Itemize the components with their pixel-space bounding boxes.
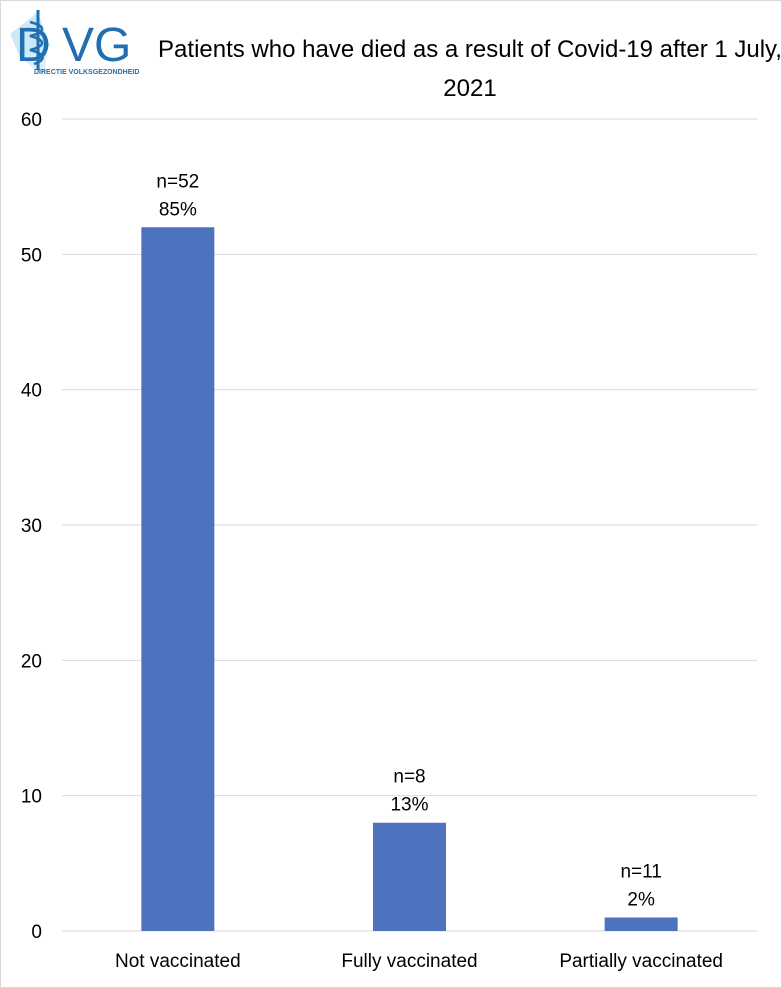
y-tick-label: 0 [31,922,42,943]
x-category-label: Not vaccinated [115,951,241,972]
x-category-label: Fully vaccinated [341,951,477,972]
bar-data-label: 85% [159,199,197,220]
y-tick-label: 20 [21,651,42,672]
y-tick-label: 50 [21,245,42,266]
bar-data-label: n=11 [620,861,661,882]
x-category-label: Partially vaccinated [559,951,723,972]
logo-subtext: DIRECTIE VOLKSGEZONDHEID [34,69,139,76]
dvg-logo-graphic: VG DIRECTIE VOLKSGEZONDHEID D [10,10,139,76]
bar [141,227,215,931]
y-tick-label: 10 [21,787,42,808]
bar [604,917,678,931]
bar-data-label: n=8 [393,767,425,788]
y-tick-label: 40 [21,381,42,402]
y-tick-label: 60 [21,110,42,131]
dvg-logo: VG DIRECTIE VOLKSGEZONDHEID D [8,6,168,84]
y-tick-label: 30 [21,516,42,537]
chart-title: Patients who have died as a result of Co… [158,36,782,102]
bar-data-label: n=52 [156,171,199,192]
bar-data-label: 2% [627,889,655,910]
logo-wordmark: VG [62,19,131,72]
bar-data-label: 13% [390,795,428,816]
logo-letter-d: D [16,19,51,72]
bar [373,822,446,931]
